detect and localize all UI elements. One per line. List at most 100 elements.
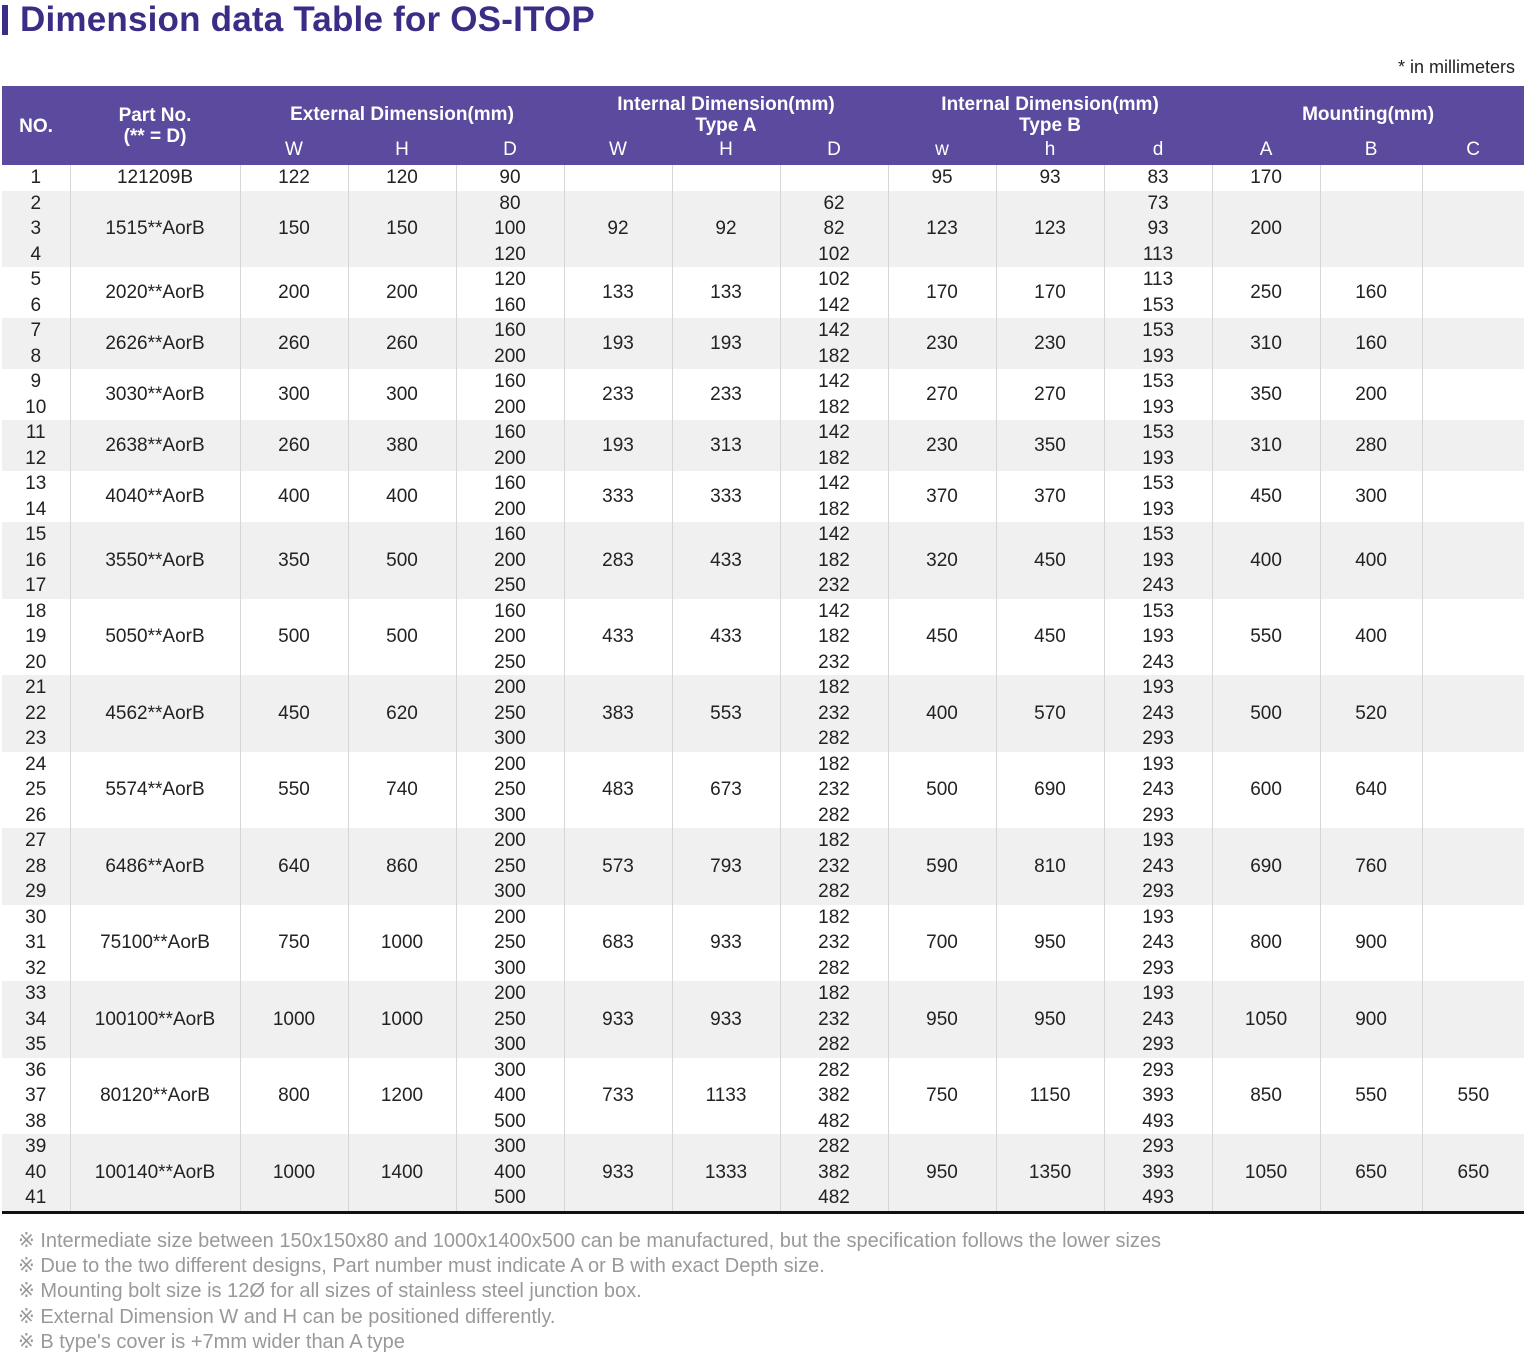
cell-int-a-d-value: 182 — [818, 677, 850, 698]
cell-int-b-d-value: 113 — [1142, 243, 1174, 265]
cell-mount-a: 500 — [1211, 675, 1321, 752]
cell-ext-d-value: 500 — [494, 1110, 526, 1132]
cell-ext-d: 200 250 300 — [455, 675, 564, 752]
cell-int-a-w: 483 — [563, 751, 672, 828]
cell-int-b-d-value: 243 — [1142, 651, 1174, 673]
cell-no-value: 35 — [25, 1034, 47, 1055]
sub-header-7: h — [996, 139, 1105, 165]
cell-mount-b: 760 — [1319, 828, 1423, 905]
header-external: External Dimension(mm) — [240, 86, 564, 139]
cell-int-b-d-value: 243 — [1142, 702, 1174, 724]
cell-int-a-d-value: 232 — [818, 855, 850, 877]
cell-no-value: 40 — [25, 1161, 47, 1183]
cell-mount-b: 650 — [1319, 1134, 1423, 1214]
cell-int-a-h: 793 — [671, 828, 780, 905]
cell-ext-d-value: 200 — [494, 983, 526, 1004]
cell-ext-w: 260 — [239, 318, 348, 369]
cell-ext-d-value: 160 — [494, 294, 526, 316]
cell-part-no: 3030**AorB — [69, 369, 240, 420]
cell-int-b-d-value: 153 — [1142, 473, 1174, 494]
cell-int-a-d-value: 182 — [818, 345, 850, 367]
cell-ext-d-value: 160 — [494, 473, 526, 494]
cell-int-a-d-value: 182 — [818, 830, 850, 851]
cell-mount-c — [1421, 471, 1525, 522]
cell-int-a-w: 933 — [563, 981, 672, 1058]
cell-int-b-d: 193 243 293 — [1103, 828, 1213, 905]
cell-int-a-h: 433 — [671, 598, 780, 675]
cell-int-a-d — [779, 162, 889, 191]
cell-ext-w: 750 — [239, 904, 348, 981]
cell-int-b-h: 1350 — [995, 1134, 1105, 1214]
cell-no-value: 4 — [30, 243, 42, 265]
cell-no-value: 19 — [25, 626, 47, 647]
table-row: 7 8 2626**AorB 260 260 160 200 193 193 142 182 230 2… — [2, 318, 1525, 369]
cell-ext-d-value: 250 — [494, 1008, 526, 1030]
cell-int-a-d: 142 182 — [779, 318, 889, 369]
cell-mount-b: 300 — [1319, 471, 1423, 522]
cell-int-a-d-value: 282 — [818, 728, 850, 749]
cell-mount-a: 550 — [1211, 598, 1321, 675]
cell-int-b-d-value: 243 — [1142, 855, 1174, 877]
cell-int-a-d: 142 182 — [779, 471, 889, 522]
cell-ext-w: 260 — [239, 420, 348, 471]
cell-int-b-d-value: 193 — [1142, 830, 1174, 851]
cell-int-b-d-value: 193 — [1142, 626, 1174, 647]
cell-int-a-d-value: 142 — [818, 294, 850, 316]
cell-ext-h: 380 — [347, 420, 456, 471]
title-accent-bar — [2, 5, 8, 35]
sub-header-11: C — [1422, 139, 1525, 165]
cell-int-b-w: 950 — [887, 981, 997, 1058]
cell-int-b-h: 370 — [995, 471, 1105, 522]
cell-mount-b: 900 — [1319, 904, 1423, 981]
cell-int-b-d: 153 193 — [1103, 420, 1213, 471]
cell-int-a-d-value: 182 — [818, 447, 850, 469]
cell-ext-d-value: 250 — [494, 702, 526, 724]
cell-ext-w: 800 — [239, 1057, 348, 1134]
cell-int-b-w: 450 — [887, 598, 997, 675]
cell-int-a-h: 933 — [671, 981, 780, 1058]
cell-mount-b: 200 — [1319, 369, 1423, 420]
cell-int-b-d: 153 193 — [1103, 318, 1213, 369]
cell-ext-d-value: 300 — [494, 1034, 526, 1055]
header-internal-a-label: Internal Dimension(mm) — [617, 93, 835, 115]
cell-ext-d: 300 400 500 — [455, 1134, 564, 1214]
cell-int-b-w: 230 — [887, 318, 997, 369]
cell-ext-w: 122 — [239, 162, 348, 191]
cell-int-a-d-value: 142 — [818, 422, 850, 443]
cell-int-a-d-value: 232 — [818, 1008, 850, 1030]
header-internal-b: Internal Dimension(mm) Type B — [888, 86, 1213, 139]
table-row: 24 25 26 5574**AorB 550 740 200 250 300 483 673 182… — [2, 751, 1525, 828]
cell-mount-c: 550 — [1421, 1057, 1525, 1134]
cell-int-b-h: 350 — [995, 420, 1105, 471]
cell-mount-c — [1421, 828, 1525, 905]
cell-int-a-d-value: 142 — [818, 524, 850, 545]
cell-int-a-d-value: 382 — [818, 1085, 850, 1106]
cell-ext-d-value: 300 — [494, 1136, 526, 1157]
cell-mount-a: 310 — [1211, 420, 1321, 471]
cell-int-b-d-value: 153 — [1142, 294, 1174, 316]
cell-part-no: 5050**AorB — [69, 598, 240, 675]
cell-no-value: 26 — [25, 804, 47, 826]
cell-no-value: 33 — [25, 983, 47, 1004]
header-mounting: Mounting(mm) — [1212, 86, 1525, 139]
cell-no-value: 7 — [30, 320, 42, 341]
cell-int-a-w — [563, 162, 672, 191]
cell-int-a-w: 933 — [563, 1134, 672, 1214]
cell-int-b-w: 590 — [887, 828, 997, 905]
cell-int-a-h: 193 — [671, 318, 780, 369]
sub-header-2: D — [456, 139, 564, 165]
cell-mount-a: 310 — [1211, 318, 1321, 369]
header-part-no-sub: (** = D) — [123, 126, 187, 147]
cell-int-a-d-value: 232 — [818, 651, 850, 673]
cell-int-b-d-value: 293 — [1142, 1136, 1174, 1157]
cell-int-b-d-value: 93 — [1147, 218, 1169, 239]
cell-int-a-d-value: 282 — [818, 1034, 850, 1055]
cell-int-a-d-value: 142 — [818, 473, 850, 494]
cell-no-value: 30 — [25, 906, 47, 928]
cell-int-b-d-value: 193 — [1142, 498, 1174, 520]
cell-int-b-d: 293 393 493 — [1103, 1134, 1213, 1214]
header-internal-b-label: Internal Dimension(mm) — [941, 93, 1159, 115]
cell-int-b-h: 170 — [995, 267, 1105, 318]
notes: ※ Intermediate size between 150x150x80 a… — [18, 1229, 1161, 1353]
